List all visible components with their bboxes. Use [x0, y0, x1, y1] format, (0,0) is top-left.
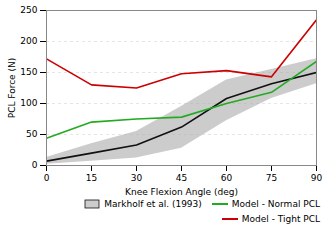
svg-text:15: 15 [86, 173, 97, 183]
svg-text:30: 30 [131, 173, 143, 183]
svg-text:250: 250 [20, 5, 37, 15]
svg-text:PCL Force (N): PCL Force (N) [7, 58, 17, 119]
svg-text:0: 0 [44, 173, 50, 183]
svg-text:150: 150 [20, 67, 37, 77]
svg-text:90: 90 [311, 173, 323, 183]
svg-text:200: 200 [20, 36, 37, 46]
svg-text:100: 100 [20, 98, 37, 108]
svg-text:60: 60 [221, 173, 233, 183]
svg-text:0: 0 [32, 160, 38, 170]
html-text:Model - Tight PCL: Model - Tight PCL [241, 213, 320, 224]
svg-text:50: 50 [26, 129, 38, 139]
html-text:Model - Normal PCL: Model - Normal PCL [231, 198, 320, 209]
svg-text:75: 75 [266, 173, 277, 183]
svg-text:Knee Flexion Angle (deg): Knee Flexion Angle (deg) [125, 187, 238, 197]
html-text:Markholf et al. (1993): Markholf et al. (1993) [104, 198, 202, 209]
svg-text:45: 45 [176, 173, 187, 183]
